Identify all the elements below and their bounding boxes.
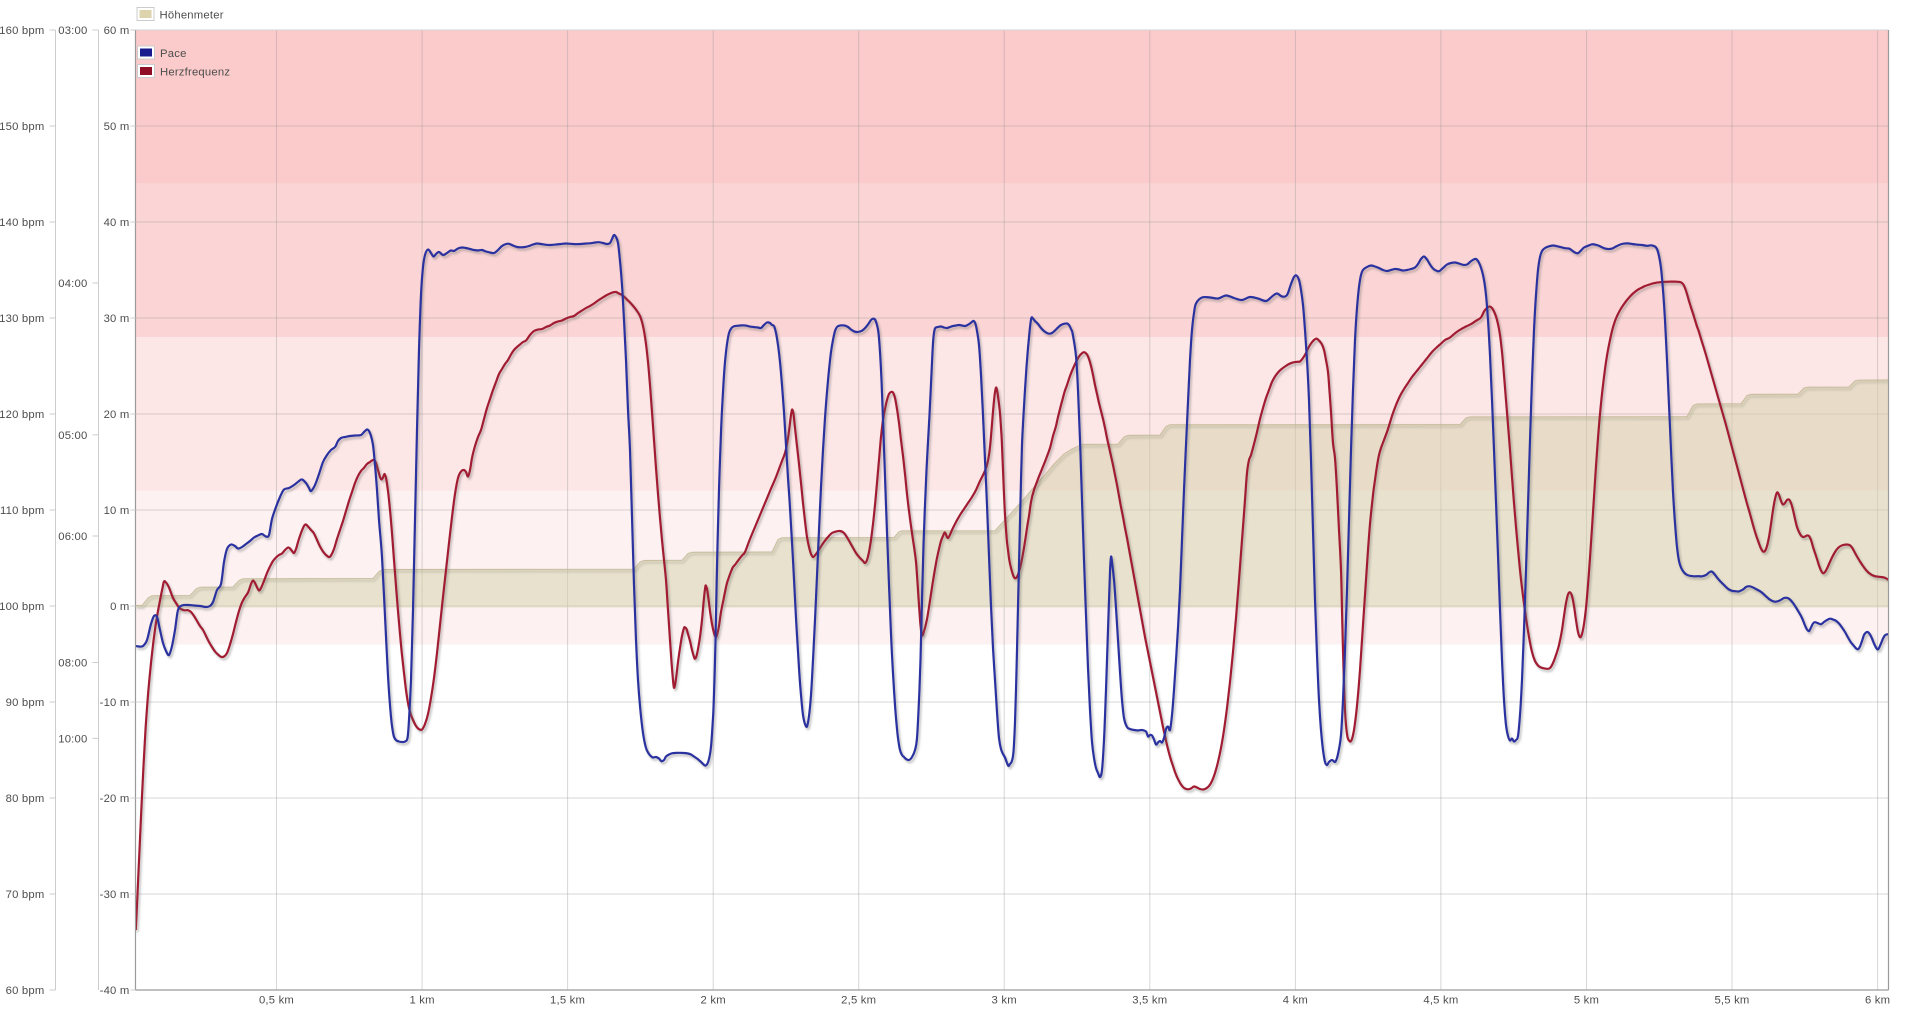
svg-text:-10 m: -10 m [100,697,130,709]
svg-text:10:00: 10:00 [58,733,87,745]
svg-text:03:00: 03:00 [58,25,87,37]
svg-text:5 km: 5 km [1574,995,1599,1007]
svg-text:140 bpm: 140 bpm [0,217,45,229]
svg-text:4,5 km: 4,5 km [1423,995,1458,1007]
svg-text:0 m: 0 m [110,601,129,613]
svg-text:6 km: 6 km [1865,995,1890,1007]
svg-text:150 bpm: 150 bpm [0,121,45,133]
svg-text:50 m: 50 m [104,121,130,133]
svg-text:08:00: 08:00 [58,658,87,670]
svg-text:Höhenmeter: Höhenmeter [160,10,224,22]
svg-text:20 m: 20 m [104,409,130,421]
svg-text:90 bpm: 90 bpm [6,697,45,709]
svg-text:1,5 km: 1,5 km [550,995,585,1007]
svg-text:05:00: 05:00 [58,430,87,442]
svg-text:100 bpm: 100 bpm [0,601,45,613]
svg-text:3,5 km: 3,5 km [1132,995,1167,1007]
svg-text:80 bpm: 80 bpm [6,793,45,805]
svg-text:110 bpm: 110 bpm [0,505,45,517]
svg-text:130 bpm: 130 bpm [0,313,45,325]
svg-text:Pace: Pace [160,48,187,60]
svg-text:-40 m: -40 m [100,985,130,997]
svg-text:30 m: 30 m [104,313,130,325]
svg-text:-30 m: -30 m [100,889,130,901]
svg-text:04:00: 04:00 [58,278,87,290]
svg-text:06:00: 06:00 [58,531,87,543]
svg-text:10 m: 10 m [104,505,130,517]
svg-text:3 km: 3 km [992,995,1017,1007]
svg-text:60 bpm: 60 bpm [6,985,45,997]
svg-text:-20 m: -20 m [100,793,130,805]
svg-text:70 bpm: 70 bpm [6,889,45,901]
svg-text:0,5 km: 0,5 km [259,995,294,1007]
svg-text:120 bpm: 120 bpm [0,409,45,421]
svg-text:2 km: 2 km [701,995,726,1007]
svg-text:60 m: 60 m [104,25,130,37]
svg-text:1 km: 1 km [409,995,434,1007]
svg-text:4 km: 4 km [1283,995,1308,1007]
svg-text:160 bpm: 160 bpm [0,25,45,37]
svg-text:40 m: 40 m [104,217,130,229]
svg-text:2,5 km: 2,5 km [841,995,876,1007]
svg-text:Herzfrequenz: Herzfrequenz [160,67,230,79]
svg-text:5,5 km: 5,5 km [1714,995,1749,1007]
